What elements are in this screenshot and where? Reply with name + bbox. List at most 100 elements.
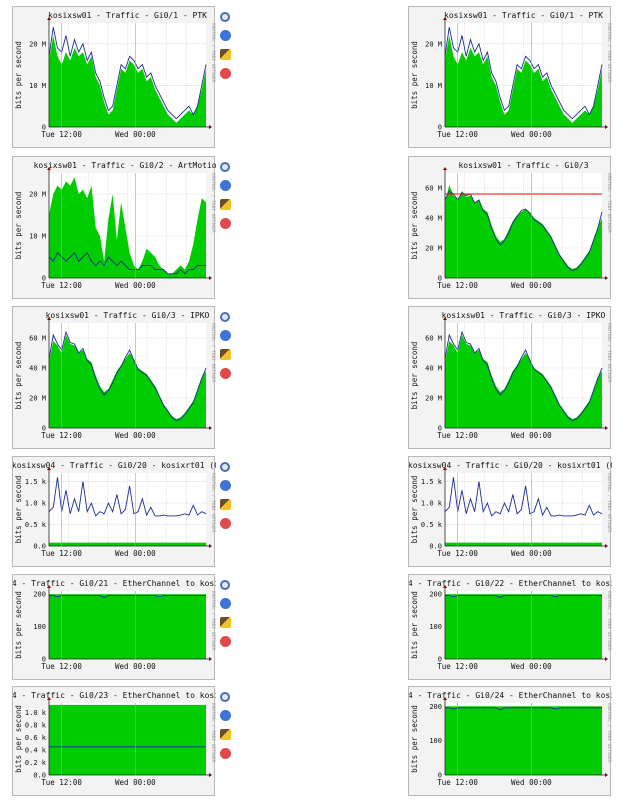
y-axis-arrow xyxy=(443,467,447,470)
x-tick-label: Tue 12:00 xyxy=(41,778,82,787)
y-axis-label: bits per second xyxy=(14,476,23,544)
y-tick-label: 200 xyxy=(429,591,442,599)
delete-icon[interactable] xyxy=(220,368,231,379)
x-tick-label: Wed 00:00 xyxy=(115,281,156,290)
graph-svg: kosixsw04 - Traffic - Gi0/20 - kosixrt01… xyxy=(13,461,216,558)
delete-icon[interactable] xyxy=(220,636,231,647)
graph-title: kosixsw01 - Traffic - Gi0/2 - ArtMotion xyxy=(34,161,216,170)
x-tick-label: Wed 00:00 xyxy=(115,130,156,139)
rrdtool-credit: RRDTOOL / TOBI OETIKER xyxy=(606,323,612,383)
info-icon[interactable] xyxy=(220,330,231,341)
graph-title: kosixsw04 - Traffic - Gi0/22 - EtherChan… xyxy=(409,579,612,588)
outbound-line xyxy=(48,252,206,275)
graph-title: kosixsw04 - Traffic - Gi0/23 - EtherChan… xyxy=(13,691,216,700)
y-tick-label: 60 M xyxy=(29,335,46,343)
graph-panel[interactable]: kosixsw04 - Traffic - Gi0/20 - kosixrt01… xyxy=(12,456,216,567)
x-tick-label: Wed 00:00 xyxy=(511,549,552,558)
graph-actions xyxy=(220,312,234,387)
x-tick-label: Tue 12:00 xyxy=(41,130,82,139)
y-axis-arrow xyxy=(47,697,51,700)
rrdtool-credit: RRDTOOL / TOBI OETIKER xyxy=(210,591,216,651)
x-tick-label: Wed 00:00 xyxy=(511,662,552,671)
info-icon[interactable] xyxy=(220,180,231,191)
zoom-icon[interactable] xyxy=(220,162,230,172)
info-icon[interactable] xyxy=(220,598,231,609)
graph-panel[interactable]: kosixsw04 - Traffic - Gi0/20 - kosixrt01… xyxy=(408,456,612,567)
y-tick-label: 100 xyxy=(429,737,442,745)
y-axis-label: bits per second xyxy=(410,342,419,410)
graph-actions xyxy=(220,12,234,87)
y-axis-label: bits per second xyxy=(14,192,23,260)
inbound-area xyxy=(445,594,602,659)
graph-title: kosixsw01 - Traffic - Gi0/3 - IPKO xyxy=(442,311,606,320)
inbound-area xyxy=(49,542,206,546)
inbound-area xyxy=(445,185,602,278)
graph-panel[interactable]: kosixsw01 - Traffic - Gi0/3 - IPKO RRDTOO… xyxy=(408,306,612,449)
x-tick-label: Tue 12:00 xyxy=(437,281,478,290)
y-tick-label: 40 M xyxy=(29,365,46,373)
x-axis-arrow xyxy=(209,773,212,777)
graph-panel[interactable]: kosixsw04 - Traffic - Gi0/21 - EtherChan… xyxy=(12,574,216,680)
inbound-area xyxy=(49,594,206,659)
graph-panel[interactable]: kosixsw01 - Traffic - Gi0/1 - PTK RRDTOOL… xyxy=(12,6,216,148)
x-axis-arrow xyxy=(605,276,608,280)
rrdtool-credit: RRDTOOL / TOBI OETIKER xyxy=(606,473,612,533)
zoom-icon[interactable] xyxy=(220,462,230,472)
graph-panel[interactable]: kosixsw01 - Traffic - Gi0/2 - ArtMotion R… xyxy=(12,156,216,299)
inbound-area xyxy=(49,35,206,128)
y-tick-label: 0 xyxy=(42,425,46,433)
info-icon[interactable] xyxy=(220,710,231,721)
y-axis-label: bits per second xyxy=(14,342,23,410)
y-tick-label: 0.0 xyxy=(33,543,46,551)
y-tick-label: 40 M xyxy=(425,215,442,223)
graph-panel[interactable]: kosixsw01 - Traffic - Gi0/3 RRDTOOL / TOB… xyxy=(408,156,612,299)
graph-title: kosixsw01 - Traffic - Gi0/1 - PTK xyxy=(444,11,603,20)
graph-title: kosixsw04 - Traffic - Gi0/24 - EtherChan… xyxy=(409,691,612,700)
y-tick-label: 20 M xyxy=(425,40,442,48)
graph-svg: kosixsw04 - Traffic - Gi0/22 - EtherChan… xyxy=(409,579,612,671)
x-tick-label: Tue 12:00 xyxy=(41,281,82,290)
graph-panel[interactable]: kosixsw04 - Traffic - Gi0/24 - EtherChan… xyxy=(408,686,612,796)
graph-panel[interactable]: kosixsw01 - Traffic - Gi0/3 - IPKO RRDTOO… xyxy=(12,306,216,449)
info-icon[interactable] xyxy=(220,480,231,491)
zoom-icon[interactable] xyxy=(220,580,230,590)
graph-panel[interactable]: kosixsw04 - Traffic - Gi0/22 - EtherChan… xyxy=(408,574,612,680)
zoom-icon[interactable] xyxy=(220,12,230,22)
delete-icon[interactable] xyxy=(220,218,231,229)
rrdtool-credit: RRDTOOL / TOBI OETIKER xyxy=(210,23,216,83)
delete-icon[interactable] xyxy=(220,68,231,79)
y-tick-label: 1.0 k xyxy=(25,709,47,717)
graph-svg: kosixsw01 - Traffic - Gi0/3 - IPKORRDTOO… xyxy=(410,311,612,440)
edit-icon[interactable] xyxy=(220,617,231,628)
graph-title: kosixsw01 - Traffic - Gi0/1 - PTK xyxy=(48,11,207,20)
delete-icon[interactable] xyxy=(220,518,231,529)
y-tick-label: 0 xyxy=(438,656,442,664)
graph-svg: kosixsw01 - Traffic - Gi0/2 - ArtMotion R… xyxy=(14,161,216,290)
y-axis-label: bits per second xyxy=(410,192,419,260)
graph-svg: kosixsw04 - Traffic - Gi0/21 - EtherChan… xyxy=(13,579,216,671)
inbound-area xyxy=(445,706,602,775)
edit-icon[interactable] xyxy=(220,729,231,740)
graph-panel[interactable]: kosixsw01 - Traffic - Gi0/1 - PTK RRDTOOL… xyxy=(408,6,612,148)
edit-icon[interactable] xyxy=(220,49,231,60)
graph-panel[interactable]: kosixsw04 - Traffic - Gi0/23 - EtherChan… xyxy=(12,686,216,796)
y-tick-label: 0.2 k xyxy=(25,759,47,767)
x-axis-arrow xyxy=(209,657,212,661)
edit-icon[interactable] xyxy=(220,499,231,510)
graph-svg: kosixsw01 - Traffic - Gi0/1 - PTKRRDTOOL… xyxy=(14,11,216,139)
zoom-icon[interactable] xyxy=(220,312,230,322)
info-icon[interactable] xyxy=(220,30,231,41)
delete-icon[interactable] xyxy=(220,748,231,759)
y-tick-label: 0.5 k xyxy=(25,521,47,529)
edit-icon[interactable] xyxy=(220,349,231,360)
y-tick-label: 20 M xyxy=(29,40,46,48)
rrdtool-credit: RRDTOOL / TOBI OETIKER xyxy=(210,173,216,233)
graph-svg: kosixsw01 - Traffic - Gi0/1 - PTKRRDTOOL… xyxy=(410,11,612,139)
zoom-icon[interactable] xyxy=(220,692,230,702)
y-tick-label: 0 xyxy=(438,425,442,433)
y-tick-label: 200 xyxy=(33,591,46,599)
x-tick-label: Wed 00:00 xyxy=(511,778,552,787)
x-tick-label: Wed 00:00 xyxy=(115,662,156,671)
y-tick-label: 10 M xyxy=(29,82,46,90)
edit-icon[interactable] xyxy=(220,199,231,210)
